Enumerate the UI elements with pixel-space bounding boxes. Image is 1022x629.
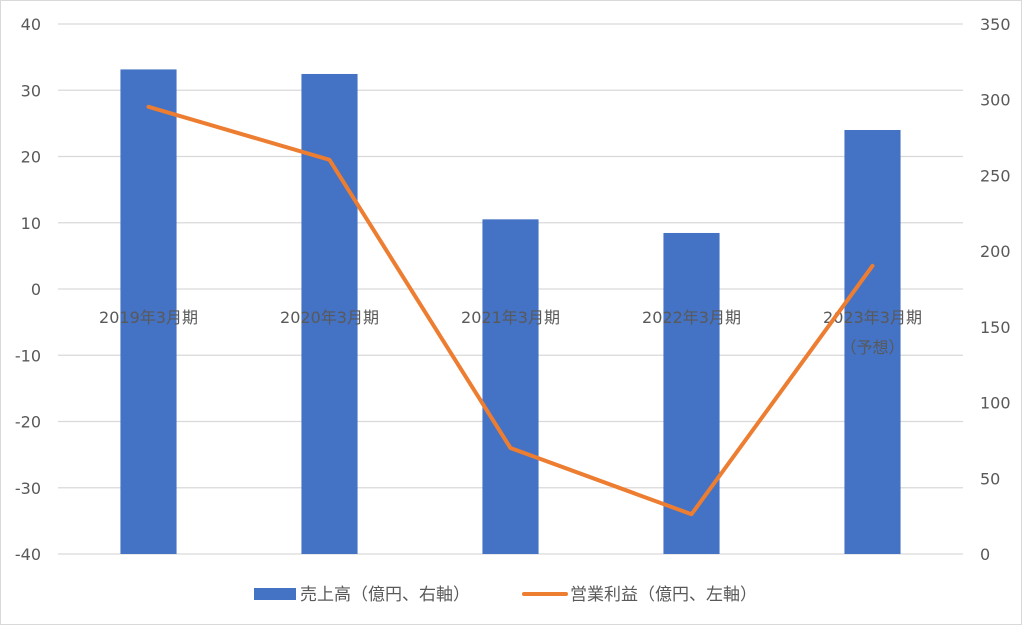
- category-label: 2019年3月期: [99, 308, 198, 327]
- category-label-line: （予想）: [840, 338, 904, 357]
- legend-swatch-bar: [254, 588, 296, 600]
- line-point: [329, 159, 330, 161]
- left-tick-label: 30: [21, 81, 41, 100]
- category-label: 2023年3月期 （予想）: [823, 308, 922, 357]
- right-tick-label: 100: [980, 394, 1011, 413]
- category-label: 2020年3月期: [280, 308, 379, 327]
- bar: [844, 130, 901, 554]
- legend: 売上高（億円、右軸） 営業利益（億円、左軸）: [254, 585, 757, 605]
- category-label: 2021年3月期: [461, 308, 560, 327]
- right-tick-label: 200: [980, 242, 1011, 261]
- category-labels: 2019年3月期 2020年3月期 2021年3月期 2022年3月期 2023年3月期…: [99, 308, 922, 357]
- right-tick-label: 0: [980, 545, 990, 564]
- left-tick-label: -10: [15, 346, 41, 365]
- category-label-line: 2022年3月期: [642, 308, 741, 327]
- line-point: [148, 106, 149, 108]
- left-tick-label: 20: [21, 148, 41, 167]
- left-tick-label: 10: [21, 214, 41, 233]
- right-tick-label: 250: [980, 166, 1011, 185]
- legend-label-line: 営業利益（億円、左軸）: [570, 585, 757, 605]
- line-point: [510, 447, 511, 449]
- left-axis-ticks: 40 30 20 10 0 -10 -20 -30 -40: [15, 15, 41, 564]
- bar: [482, 219, 539, 555]
- category-label-line: 2020年3月期: [280, 308, 379, 327]
- left-tick-label: -30: [15, 479, 41, 498]
- category-label-line: 2019年3月期: [99, 308, 198, 327]
- legend-label-bar: 売上高（億円、右軸）: [300, 585, 470, 605]
- right-tick-label: 350: [980, 15, 1011, 34]
- right-tick-label: 150: [980, 318, 1011, 337]
- category-label-line: 2021年3月期: [461, 308, 560, 327]
- left-tick-label: 40: [21, 15, 41, 34]
- bar: [120, 69, 177, 554]
- left-tick-label: -20: [15, 413, 41, 432]
- category-label-line: 2023年3月期: [823, 308, 922, 327]
- left-tick-label: 0: [31, 280, 41, 299]
- line-point: [691, 513, 692, 515]
- bar-series: [120, 69, 901, 555]
- right-tick-label: 300: [980, 91, 1011, 110]
- category-label: 2022年3月期: [642, 308, 741, 327]
- bar: [663, 232, 720, 554]
- right-axis-ticks: 350 300 250 200 150 100 50 0: [980, 15, 1011, 564]
- left-tick-label: -40: [15, 545, 41, 564]
- line-point: [872, 265, 873, 267]
- right-tick-label: 50: [980, 469, 1000, 488]
- line-series: [146, 104, 875, 517]
